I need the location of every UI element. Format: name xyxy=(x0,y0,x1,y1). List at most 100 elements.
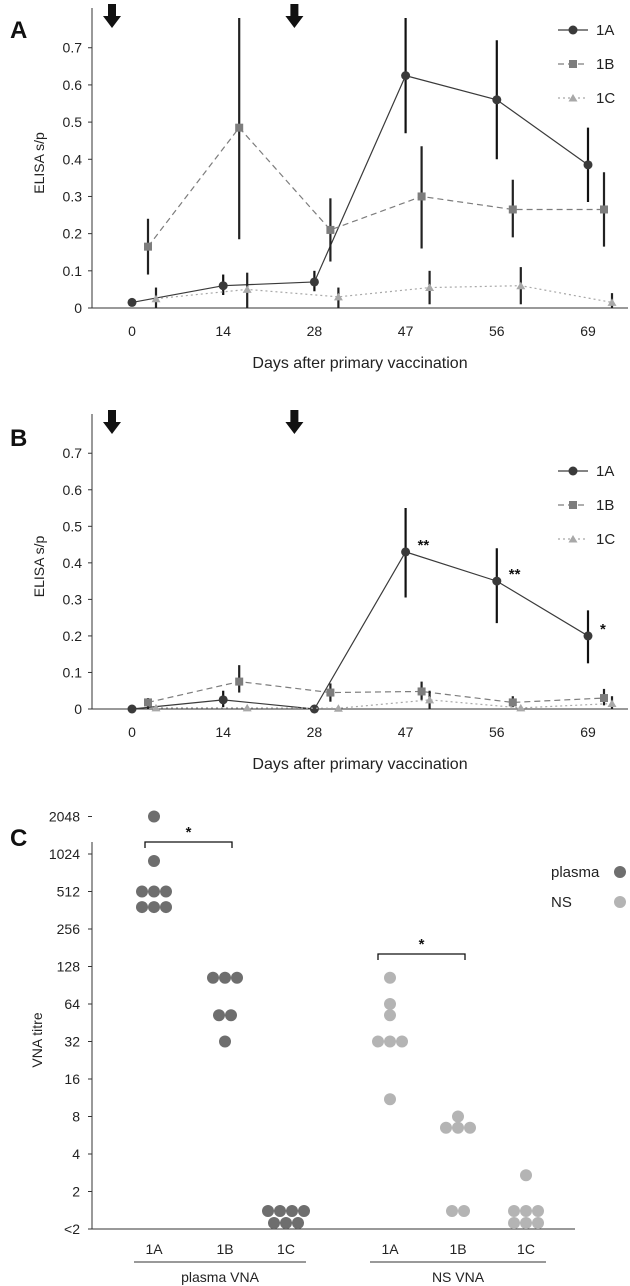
data-point-1C xyxy=(607,298,617,306)
data-point-1A xyxy=(401,71,411,81)
data-point-plasma xyxy=(160,885,172,898)
data-point-NS xyxy=(452,1121,464,1134)
category-label: 1A xyxy=(145,1241,163,1257)
y-tick-label: 512 xyxy=(57,884,81,900)
data-point-1C xyxy=(516,703,526,712)
data-point-1A xyxy=(492,576,502,586)
series-line-1C xyxy=(156,699,613,709)
y-axis-label: VNA titre xyxy=(29,1012,45,1067)
panel-letter-a: A xyxy=(10,17,27,44)
significance-label: * xyxy=(419,936,425,953)
data-point-1C xyxy=(242,285,252,293)
data-point-plasma xyxy=(148,901,160,914)
data-point-plasma xyxy=(274,1205,286,1217)
y-tick-label: 8 xyxy=(72,1109,80,1125)
category-label: 1C xyxy=(517,1241,535,1257)
data-point-1A xyxy=(401,547,411,557)
y-tick-label: 0 xyxy=(74,701,82,717)
legend-label: 1C xyxy=(596,90,615,107)
data-point-1C xyxy=(425,283,435,292)
y-tick-label: 256 xyxy=(57,921,81,937)
group-label: NS VNA xyxy=(432,1269,485,1285)
data-point-plasma xyxy=(225,1009,237,1022)
data-point-1A xyxy=(127,704,137,714)
y-tick-label: 4 xyxy=(72,1146,80,1162)
y-tick-label: 0.2 xyxy=(63,226,83,242)
series-line-1B xyxy=(147,680,605,704)
data-point-1A xyxy=(492,95,502,105)
y-tick-label: 0.3 xyxy=(63,188,83,204)
x-tick-label: 56 xyxy=(489,323,505,339)
y-tick-label: 128 xyxy=(57,959,81,975)
x-tick-label: 47 xyxy=(398,323,414,339)
significance-bracket xyxy=(377,953,466,960)
category-label: 1A xyxy=(381,1241,399,1257)
y-tick-label: 1024 xyxy=(49,846,80,862)
series-line-1C xyxy=(155,285,613,304)
data-point-1B xyxy=(417,192,426,201)
legend-marker xyxy=(568,535,578,543)
data-point-plasma xyxy=(286,1205,298,1217)
data-point-NS xyxy=(508,1217,520,1229)
y-tick-label: 2048 xyxy=(49,809,80,825)
data-point-NS xyxy=(452,1110,464,1123)
y-axis-label: ELISA s/p xyxy=(31,132,47,194)
data-point-1C xyxy=(151,294,161,303)
data-point-1B xyxy=(235,123,244,132)
data-point-plasma xyxy=(268,1217,280,1229)
legend-marker xyxy=(569,501,577,509)
y-tick-label: 0 xyxy=(74,300,82,316)
data-point-1B xyxy=(600,694,608,703)
data-point-plasma xyxy=(207,971,219,984)
y-tick-label: 0.5 xyxy=(63,518,83,534)
data-point-NS xyxy=(384,1009,396,1022)
series-line-1A xyxy=(131,551,589,710)
data-point-1A xyxy=(309,277,319,287)
panel-c: C <2 2 4 8 16 32 64 128 256 512 1024 2048 VNA titre 1… xyxy=(10,809,626,1285)
y-tick-label: 0.7 xyxy=(63,40,83,56)
data-point-plasma xyxy=(136,901,148,914)
data-point-1A xyxy=(127,297,137,307)
x-axis-label: Days after primary vaccination xyxy=(252,355,467,372)
y-tick-label: 32 xyxy=(64,1034,80,1050)
vaccination-arrow xyxy=(103,410,121,434)
legend-marker xyxy=(614,896,626,908)
data-point-plasma xyxy=(298,1205,310,1217)
data-point-NS xyxy=(384,1035,396,1048)
y-tick-label: 0.1 xyxy=(63,664,83,680)
data-point-1C xyxy=(516,281,526,290)
data-point-plasma xyxy=(148,810,160,823)
data-point-NS xyxy=(384,998,396,1010)
data-point-plasma xyxy=(219,1035,231,1048)
data-point-1B xyxy=(326,225,335,234)
series-line-1A xyxy=(131,74,589,304)
legend-marker xyxy=(568,25,578,35)
data-point-NS xyxy=(458,1205,470,1217)
data-point-plasma xyxy=(148,885,160,898)
significance-bracket xyxy=(144,841,233,848)
data-point-plasma xyxy=(262,1205,274,1217)
panel-letter-c: C xyxy=(10,825,27,852)
data-point-1A xyxy=(583,160,593,170)
data-point-1B xyxy=(144,242,152,251)
data-point-1A xyxy=(218,281,228,291)
data-point-1C xyxy=(151,703,161,712)
data-point-1C xyxy=(425,695,435,704)
x-tick-label: 0 xyxy=(128,323,136,339)
x-axis-label: Days after primary vaccination xyxy=(252,756,467,773)
x-tick-label: 69 xyxy=(580,724,596,740)
category-label: 1C xyxy=(277,1241,295,1257)
y-tick-label: 0.6 xyxy=(63,77,83,93)
x-tick-label: 56 xyxy=(489,724,505,740)
legend-label: plasma xyxy=(551,864,600,881)
data-point-plasma xyxy=(292,1217,304,1229)
y-tick-label: 0.4 xyxy=(63,555,83,571)
y-tick-label: 0.5 xyxy=(63,114,83,130)
data-point-NS xyxy=(372,1035,384,1048)
x-tick-label: 47 xyxy=(398,724,414,740)
data-point-plasma xyxy=(136,885,148,898)
legend-marker xyxy=(568,94,578,102)
data-point-1B xyxy=(417,687,426,696)
data-point-1B xyxy=(235,677,244,686)
x-tick-label: 14 xyxy=(215,724,231,740)
